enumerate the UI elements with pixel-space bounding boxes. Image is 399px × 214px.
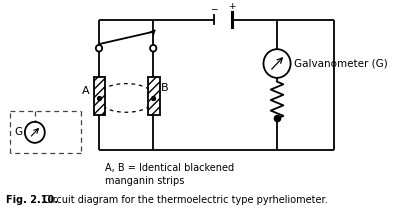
Text: B: B (161, 83, 169, 93)
Text: A: A (82, 86, 90, 97)
Text: Circuit diagram for the thermoelectric type pyrheliometer.: Circuit diagram for the thermoelectric t… (40, 195, 328, 205)
Bar (148, 77, 160, 115)
Text: Galvanometer (G): Galvanometer (G) (294, 58, 388, 68)
Text: A, B = Identical blackened
manganin strips: A, B = Identical blackened manganin stri… (105, 163, 235, 186)
Text: +: + (228, 2, 235, 11)
Text: −: − (210, 4, 217, 13)
Text: G: G (14, 127, 22, 137)
Text: Fig. 2.10.: Fig. 2.10. (6, 195, 58, 205)
Bar (94, 77, 105, 115)
